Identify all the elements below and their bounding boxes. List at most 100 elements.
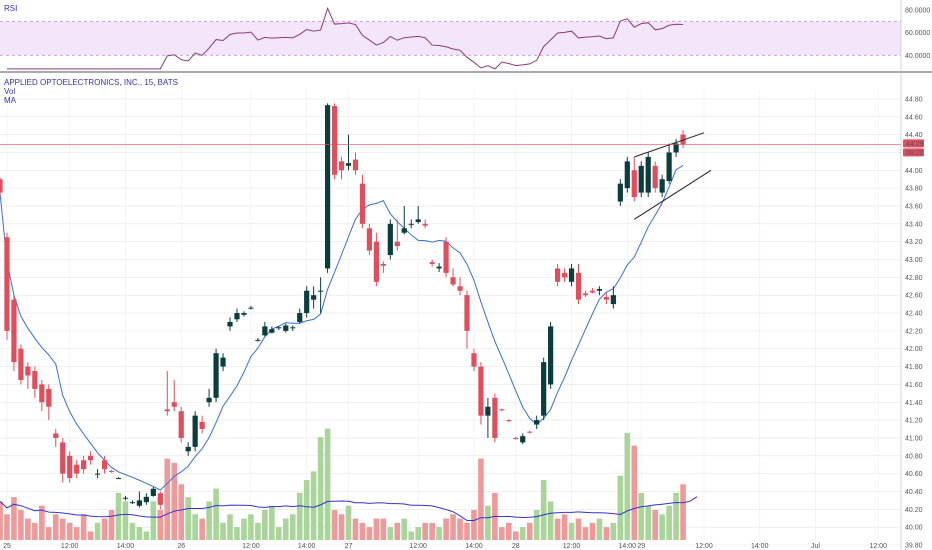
volume-bar [603, 527, 610, 540]
candle [74, 460, 80, 479]
volume-bar [526, 522, 533, 540]
volume-bar [101, 518, 108, 540]
candle [318, 277, 324, 314]
candle [164, 371, 170, 416]
candle [276, 326, 282, 330]
volume-bar [373, 518, 380, 540]
volume-bar [366, 527, 373, 540]
volume-bar [234, 527, 240, 540]
time-tick-label: 28 [512, 543, 520, 550]
candle [541, 357, 547, 421]
candle [331, 103, 338, 180]
volume-bar [32, 522, 38, 540]
time-badge-bg [903, 148, 924, 157]
volume-bar [652, 510, 658, 540]
volume-bar [359, 522, 366, 540]
volume-bar [150, 501, 157, 540]
volume-bar [11, 497, 17, 540]
volume-bar [519, 527, 526, 540]
rsi-grid [0, 20, 901, 56]
volume-bar [680, 484, 686, 540]
time-badge-text: 08:20 [906, 150, 924, 157]
volume-bar [506, 522, 512, 540]
volume-bar [464, 522, 470, 540]
channel-upper-line [634, 132, 705, 158]
volume-bar [380, 518, 387, 540]
rsi-label: RSI [4, 4, 17, 13]
volume-bar [122, 501, 129, 540]
candle [297, 308, 303, 324]
time-tick-label: 14:00 [751, 543, 769, 550]
candle [659, 174, 665, 198]
candle [88, 451, 94, 465]
candle [520, 433, 526, 445]
candle [359, 174, 366, 229]
price-tick-label: 40.20 [905, 507, 923, 514]
candle [380, 261, 386, 273]
volume-bar [471, 510, 477, 540]
candle [366, 223, 373, 256]
price-tick-label: 39.80 [905, 543, 923, 550]
price-tick-label: 42.00 [905, 346, 923, 353]
volume-bar [436, 527, 442, 540]
volume-ma-line [0, 496, 698, 521]
volume-bar [645, 505, 652, 540]
volume-bar [136, 527, 143, 540]
candle [352, 152, 359, 175]
candle [150, 487, 156, 497]
volume-bars [0, 428, 686, 540]
candle [338, 156, 345, 180]
volume-bar [276, 527, 282, 540]
candle [422, 219, 428, 229]
volume-bar [450, 514, 456, 540]
volume-bar [206, 501, 212, 540]
volume-bar [296, 492, 303, 540]
volume-bar [408, 531, 415, 540]
rsi-band [0, 21, 901, 56]
time-tick-label: 12:00 [242, 543, 260, 550]
candle [269, 326, 275, 334]
volume-bar [199, 518, 205, 540]
price-tick-label: 44.40 [905, 132, 923, 139]
volume-bar [401, 518, 408, 540]
candle [67, 451, 73, 483]
channel-lines [634, 132, 712, 220]
volume-bar [478, 458, 484, 540]
volume-bar [345, 505, 352, 540]
volume-bar [310, 471, 317, 540]
candle [81, 455, 87, 474]
price-panel: APPLIED OPTOELECTRONICS, INC., 15, BATS … [0, 78, 924, 550]
candle [478, 362, 484, 425]
volume-bar [94, 522, 101, 540]
time-tick-label: 12:00 [61, 543, 79, 550]
volume-bar [25, 518, 31, 540]
candle [53, 429, 59, 447]
candle [25, 362, 31, 389]
candle [220, 353, 226, 372]
candle [485, 397, 491, 438]
volume-bar [331, 510, 338, 540]
candle [122, 495, 129, 501]
candle [39, 379, 45, 412]
price-tick-label: 41.80 [905, 364, 923, 371]
legend-vol: Vol [4, 87, 15, 96]
candle [548, 321, 554, 389]
volume-bar [164, 458, 171, 540]
volume-bar [289, 514, 296, 540]
candle [499, 408, 505, 412]
volume-bar [0, 501, 3, 540]
price-tick-label: 43.60 [905, 203, 923, 210]
candle [143, 493, 149, 505]
time-tick-label: 25 [3, 543, 11, 550]
rsi-tick-label: 40.0000 [905, 53, 930, 60]
candle [324, 103, 331, 273]
candle [568, 263, 575, 287]
volume-bar [512, 531, 519, 540]
time-tick-label: 27 [345, 543, 353, 550]
candle [638, 161, 644, 198]
volume-bar [52, 514, 59, 540]
volume-bar [80, 514, 87, 540]
candle [506, 419, 512, 422]
channel-lower-line [634, 169, 712, 220]
candle [283, 323, 289, 333]
